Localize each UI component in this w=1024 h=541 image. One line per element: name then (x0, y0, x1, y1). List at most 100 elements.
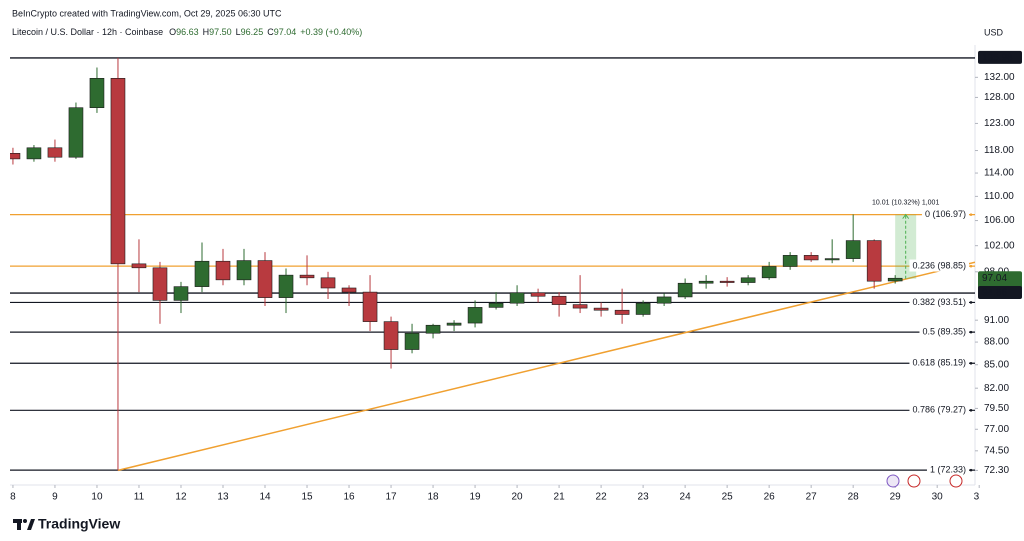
event-icons (886, 474, 963, 488)
price-label-box (978, 286, 1022, 300)
candle-body (236, 260, 252, 281)
candle-body (131, 263, 147, 269)
fib-dot (969, 213, 973, 216)
fib-dot (969, 361, 973, 365)
fib-dot (969, 301, 973, 304)
candle-body (782, 255, 798, 267)
y-tick-label: 91.00 (984, 315, 1009, 326)
fib-label: 0.382 (93.51) (912, 297, 966, 307)
fib-label: 0 (106.97) (925, 209, 966, 219)
candle-body (866, 240, 882, 282)
fib-label-bg (919, 325, 969, 338)
fib-dot (969, 468, 973, 472)
header-part: 96.25 (241, 27, 264, 37)
candle-body (467, 307, 483, 324)
header-part: 96.63 (176, 27, 199, 37)
fib-label-bg (909, 295, 969, 308)
fib-label: 0.236 (98.85) (912, 261, 966, 271)
candle-body (425, 324, 441, 334)
x-tick-label: 8 (10, 492, 16, 503)
candle-body (362, 291, 378, 322)
x-tick-label: 12 (175, 492, 187, 503)
fib-label: 1 (72.33) (930, 464, 966, 474)
header-part: O (169, 27, 176, 37)
x-tick-label: 16 (343, 492, 355, 503)
x-tick-label: 10 (91, 492, 103, 503)
candle-body (194, 260, 210, 287)
logo-shape (27, 519, 35, 530)
y-tick-label: 88.00 (984, 337, 1009, 348)
x-tick-label: 13 (217, 492, 229, 503)
x-tick-label: 30 (932, 492, 944, 503)
header-part: +0.39 (+0.40%) (300, 27, 362, 37)
fib-label-bg (909, 403, 969, 416)
candle-body (278, 274, 294, 298)
currency: USD (984, 27, 1004, 37)
candle-body (509, 292, 525, 304)
candle-body (299, 274, 315, 279)
candle-body (488, 302, 504, 308)
x-tick-label: 19 (470, 492, 482, 503)
y-tick-label: 77.00 (984, 424, 1009, 435)
x-tick-label: 23 (638, 492, 650, 503)
candle-body (10, 153, 21, 160)
price-label-box (978, 50, 1022, 64)
candle-body (803, 255, 819, 261)
candle-body (614, 309, 630, 315)
logo-shape (23, 519, 27, 523)
price-axis: 132.00 128.00 123.00 118.00 114.00 110.00 106.… (975, 50, 1022, 476)
x-tick-label: 22 (596, 492, 608, 503)
x-tick-label: 29 (890, 492, 902, 503)
candle-body (257, 260, 273, 298)
y-tick-label: 102.00 (984, 240, 1015, 251)
y-tick-label: 106.00 (984, 215, 1015, 226)
header-part: 97.50 (209, 27, 232, 37)
y-tick-label: 132.00 (984, 72, 1015, 83)
plot-area: 10.01 (10.32%) 1,001 0 (106.97) 0.236 (98.… (10, 57, 975, 476)
fib-dot (969, 330, 973, 334)
x-tick-label: 14 (259, 492, 271, 503)
fib-label-bg (926, 463, 969, 476)
candle-body (383, 321, 399, 350)
candle-body (152, 267, 168, 301)
candle-body (215, 260, 231, 281)
chart-title: BeInCrypto created with TradingView.com,… (12, 8, 282, 18)
event-icon (907, 474, 921, 488)
event-icon (949, 474, 963, 488)
x-tick-label: 28 (848, 492, 860, 503)
price-label: 135.98 (982, 53, 1013, 64)
fib-label-bg (909, 356, 969, 369)
candle-body (320, 277, 336, 289)
y-tick-label: 72.30 (984, 465, 1009, 476)
candle-body (26, 147, 42, 160)
x-tick-label: 25 (722, 492, 734, 503)
candle-body (47, 147, 63, 158)
y-tick-label: 118.00 (984, 145, 1014, 156)
candle-body (68, 107, 84, 158)
fib-label: 0.618 (85.19) (912, 358, 966, 368)
header-part: Litecoin / U.S. Dollar · 12h · Coinbase (12, 27, 163, 37)
x-tick-label: 31 (974, 492, 986, 503)
fib-label: 0.5 (89.35) (922, 327, 966, 337)
header-part: C (267, 27, 274, 37)
x-tick-label: 15 (301, 492, 313, 503)
candle-body (551, 295, 567, 305)
y-tick-label: 82.00 (984, 383, 1009, 394)
time-axis: 8 9 10 11 12 13 14 15 16 17 18 19 20 21 22 23 24 25 26 27 28… (10, 485, 986, 503)
candle-body (89, 78, 105, 109)
x-tick-label: 17 (385, 492, 397, 503)
x-tick-label: 27 (806, 492, 818, 503)
header-part: 97.04 (274, 27, 297, 37)
candle-body (677, 282, 693, 298)
y-tick-label: 123.00 (984, 118, 1015, 129)
candle-body (740, 277, 756, 283)
x-tick-label: 24 (680, 492, 692, 503)
candle-body (530, 292, 546, 297)
fib-dot (969, 408, 973, 412)
fib-label-bg (909, 259, 969, 272)
x-tick-label: 9 (52, 492, 58, 503)
candle-body (845, 240, 861, 259)
fib-label: 0.786 (79.27) (912, 405, 966, 415)
logo-shape (17, 519, 21, 530)
